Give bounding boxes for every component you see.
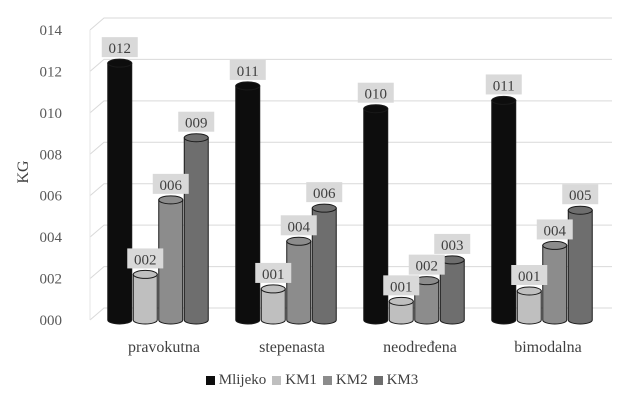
category-label: neodređena: [383, 339, 457, 356]
data-label: 011: [229, 59, 266, 80]
data-label: 004: [536, 219, 573, 240]
gridline: [89, 100, 612, 114]
data-labels: 0120020060090110010040060100010020030110…: [101, 37, 599, 296]
y-tick-label: 012: [40, 64, 63, 80]
bar: [158, 195, 184, 325]
gridline: [89, 17, 612, 31]
data-label: 012: [101, 37, 138, 58]
bar: [132, 269, 158, 325]
bar: [388, 296, 414, 325]
data-label: 006: [306, 182, 343, 203]
y-tick-label: 014: [40, 23, 63, 39]
svg-text:001: 001: [518, 269, 541, 285]
legend-swatch: [322, 376, 332, 386]
svg-text:002: 002: [416, 259, 439, 275]
bar: [491, 95, 517, 325]
data-label: 001: [511, 265, 548, 285]
legend-label: KM1: [285, 372, 317, 388]
legend-item: KM1: [272, 372, 317, 389]
svg-text:006: 006: [313, 186, 336, 202]
svg-text:006: 006: [160, 178, 183, 194]
data-label: 002: [127, 248, 164, 269]
legend-item: Mlijeko: [205, 372, 267, 389]
svg-text:004: 004: [544, 223, 567, 239]
svg-text:002: 002: [134, 252, 157, 268]
svg-text:012: 012: [109, 41, 132, 57]
y-tick-label: 006: [40, 189, 63, 205]
y-tick-label: 000: [40, 313, 63, 329]
bar: [286, 236, 312, 325]
bar: [311, 203, 337, 325]
data-label: 005: [562, 184, 599, 205]
bars: [107, 58, 593, 325]
legend-label: KM2: [335, 372, 368, 388]
svg-text:003: 003: [441, 238, 464, 254]
bar: [235, 81, 261, 325]
svg-text:001: 001: [262, 267, 285, 283]
legend-label: KM3: [386, 372, 419, 388]
legend-item: KM2: [322, 372, 368, 389]
legend-swatch: [272, 376, 282, 386]
gridline: [89, 224, 612, 238]
gridlines: [89, 17, 612, 321]
category-label: pravokutna: [128, 339, 200, 356]
svg-text:004: 004: [288, 219, 311, 235]
gridline: [89, 58, 612, 72]
svg-text:009: 009: [185, 116, 208, 132]
legend-swatch: [205, 376, 215, 386]
bar: [107, 58, 133, 325]
data-label: 003: [434, 233, 471, 254]
bar: [439, 255, 465, 325]
category-label: bimodalna: [514, 339, 582, 356]
x-axis-categories: pravokutna stepenasta neodređena bimodalna: [128, 339, 582, 356]
data-label: 001: [383, 275, 420, 296]
y-tick-label: 008: [40, 147, 63, 163]
svg-text:011: 011: [237, 64, 259, 80]
legend: Mlijeko KM1 KM2 KM3: [0, 372, 624, 389]
svg-text:001: 001: [390, 279, 413, 295]
gridline: [89, 183, 612, 197]
gridline: [89, 141, 612, 155]
svg-text:011: 011: [493, 78, 515, 94]
bar: [542, 240, 568, 325]
svg-text:010: 010: [365, 87, 388, 103]
data-label: 001: [255, 262, 292, 283]
legend-label: Mlijeko: [218, 372, 267, 388]
category-label: stepenasta: [259, 339, 325, 356]
data-label: 011: [485, 74, 522, 95]
legend-swatch: [373, 376, 383, 386]
y-axis-ticks: 000 002 004 006 008 010 012 014: [40, 23, 63, 329]
y-tick-label: 004: [40, 230, 63, 246]
data-label: 009: [178, 111, 215, 132]
legend-item: KM3: [373, 372, 419, 389]
data-label: 004: [280, 215, 317, 236]
y-tick-label: 002: [40, 272, 63, 288]
y-axis-label: KG: [15, 160, 32, 184]
bar: [567, 205, 593, 325]
data-label: 002: [408, 254, 445, 275]
bar: [183, 133, 209, 325]
svg-text:005: 005: [569, 188, 592, 204]
bar: [260, 284, 286, 325]
y-tick-label: 010: [40, 106, 63, 122]
data-label: 006: [152, 173, 189, 194]
data-label: 010: [357, 82, 394, 103]
bar: [516, 286, 542, 325]
bar: [363, 104, 389, 325]
